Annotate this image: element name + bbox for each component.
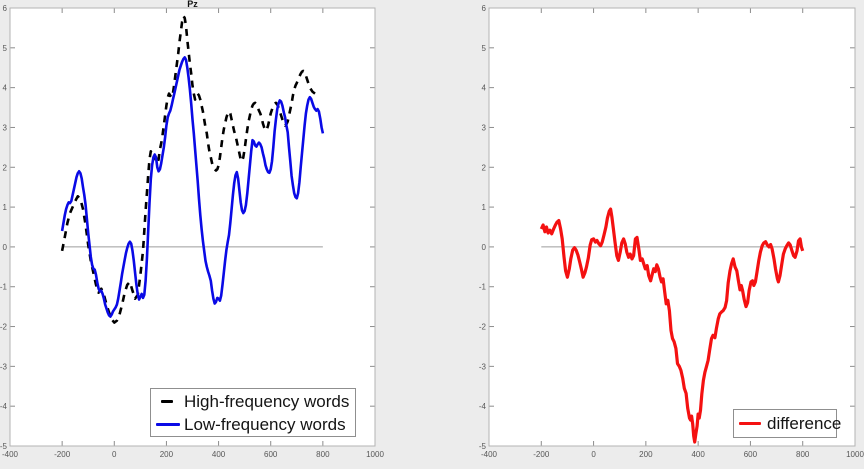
axes-box <box>9 7 376 447</box>
legend-label: High-frequency words <box>184 391 350 411</box>
legend-entry-difference: difference <box>739 412 841 435</box>
y-tick-label: 1 <box>3 203 8 212</box>
x-tick-label: 800 <box>796 450 810 459</box>
y-tick-label: -3 <box>479 362 487 371</box>
left-legend: High-frequency words Low-frequency words <box>150 388 356 437</box>
legend-label: difference <box>767 414 842 433</box>
y-tick-label: 4 <box>482 84 487 93</box>
y-tick-label: -1 <box>479 283 487 292</box>
series-line-difference <box>539 207 805 444</box>
legend-entry-high-frequency: High-frequency words <box>156 390 355 413</box>
left-plot-title: Pz <box>187 0 198 9</box>
series-line-low-frequency-words <box>60 56 325 318</box>
x-tick-label: 600 <box>264 450 278 459</box>
legend-label: Low-frequency words <box>184 414 346 434</box>
left-plot: -400 -200 0 200 400 600 800 1000 -5 -4 -3 -2 -1 0 1 2 3 4… <box>0 4 384 459</box>
x-tick-label: 400 <box>691 450 705 459</box>
x-tick-label: 200 <box>639 450 653 459</box>
y-tick-label: -4 <box>0 402 8 411</box>
y-tick-label: 4 <box>3 84 8 93</box>
legend-entry-low-frequency: Low-frequency words <box>156 413 355 436</box>
plot-area <box>489 8 855 446</box>
y-tick-label: -5 <box>479 442 487 451</box>
x-tick-label: 600 <box>744 450 758 459</box>
right-plot: -400 -200 0 200 400 600 800 1000 -5 -4 -3 -2 -1 0 1 2 3 4… <box>479 4 864 459</box>
y-tick-label: -2 <box>479 323 487 332</box>
y-tick-label: -1 <box>0 283 8 292</box>
solid-line-sample-icon <box>156 422 182 426</box>
y-tick-label: -3 <box>0 362 8 371</box>
y-tick-label: 2 <box>3 163 8 172</box>
x-tick-label: 1000 <box>366 450 384 459</box>
dashed-line-sample-icon <box>156 399 182 403</box>
y-tick-label: 5 <box>3 44 8 53</box>
right-legend: difference <box>733 409 841 438</box>
y-tick-label: -4 <box>479 402 487 411</box>
y-tick-label: 6 <box>3 4 8 13</box>
solid-line-sample-icon <box>739 422 765 425</box>
y-tick-label: 5 <box>482 44 487 53</box>
x-tick-label: -400 <box>481 450 498 459</box>
y-tick-label: -5 <box>0 442 8 451</box>
tick-labels: -400 -200 0 200 400 600 800 1000 -5 -4 -3 -2 -1 0 1 2 3 4… <box>479 4 864 459</box>
x-tick-label: 1000 <box>846 450 864 459</box>
x-tick-label: 200 <box>160 450 174 459</box>
y-tick-label: 3 <box>3 123 8 132</box>
y-tick-label: -2 <box>0 323 8 332</box>
x-tick-label: -200 <box>54 450 71 459</box>
tick-labels: -400 -200 0 200 400 600 800 1000 -5 -4 -3 -2 -1 0 1 2 3 4… <box>0 4 384 459</box>
x-tick-label: 400 <box>212 450 226 459</box>
x-tick-label: 0 <box>591 450 596 459</box>
x-tick-label: 0 <box>112 450 117 459</box>
y-tick-label: 0 <box>482 243 487 252</box>
y-tick-label: 1 <box>482 203 487 212</box>
y-tick-label: 3 <box>482 123 487 132</box>
series-line-high-frequency-words <box>60 14 316 324</box>
axes-box <box>488 7 856 447</box>
x-tick-label: -400 <box>2 450 19 459</box>
x-tick-label: -200 <box>533 450 550 459</box>
y-tick-label: 0 <box>3 243 8 252</box>
y-tick-label: 2 <box>482 163 487 172</box>
x-tick-label: 800 <box>316 450 330 459</box>
y-tick-label: 6 <box>482 4 487 13</box>
